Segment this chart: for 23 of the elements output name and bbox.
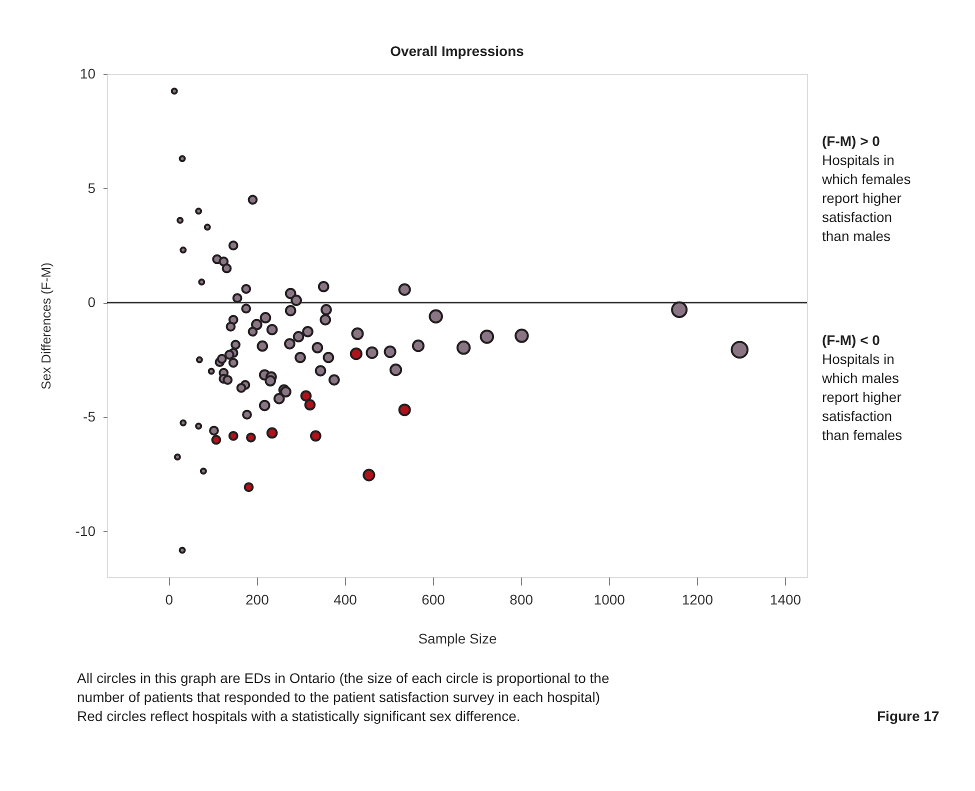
text: (F-M) > 0 [822,133,880,149]
x-tick-label: 1400 [770,592,802,608]
text: (F-M) < 0 [822,332,880,348]
text: All circles in this graph are EDs in Ontario (the size of each circle is proportional to the number of patients that responded to the patient satisfaction survey in each hospital) [77,670,610,705]
x-tick-label: 0 [165,592,174,608]
caption: Figure 17 [877,708,940,724]
x-tick-label: 1200 [682,592,714,608]
y-tick-label: 5 [88,180,96,196]
text: Hospitals in which females report higher satisfaction than males [821,152,911,244]
y-tick-label: 10 [80,66,96,82]
x-tick-label: 1000 [594,592,626,608]
y-tick-label: -10 [75,522,96,539]
x-axis-title: Sample Size [418,630,498,646]
y-axis-title: Sex Differences (F-M) [38,262,54,390]
y-tick-label: 0 [88,294,96,310]
chart-title: Overall Impressions [390,43,524,59]
x-tick-label: 400 [334,592,358,608]
x-tick-label: 200 [246,592,270,608]
text: Red circles reflect hospitals with a statistically significant sex difference. [77,708,520,724]
x-tick-label: 800 [510,592,534,608]
x-tick-label: 600 [422,592,446,608]
text: Hospitals in which males report higher satisfaction than females [821,351,902,443]
y-tick-label: -5 [83,408,96,424]
